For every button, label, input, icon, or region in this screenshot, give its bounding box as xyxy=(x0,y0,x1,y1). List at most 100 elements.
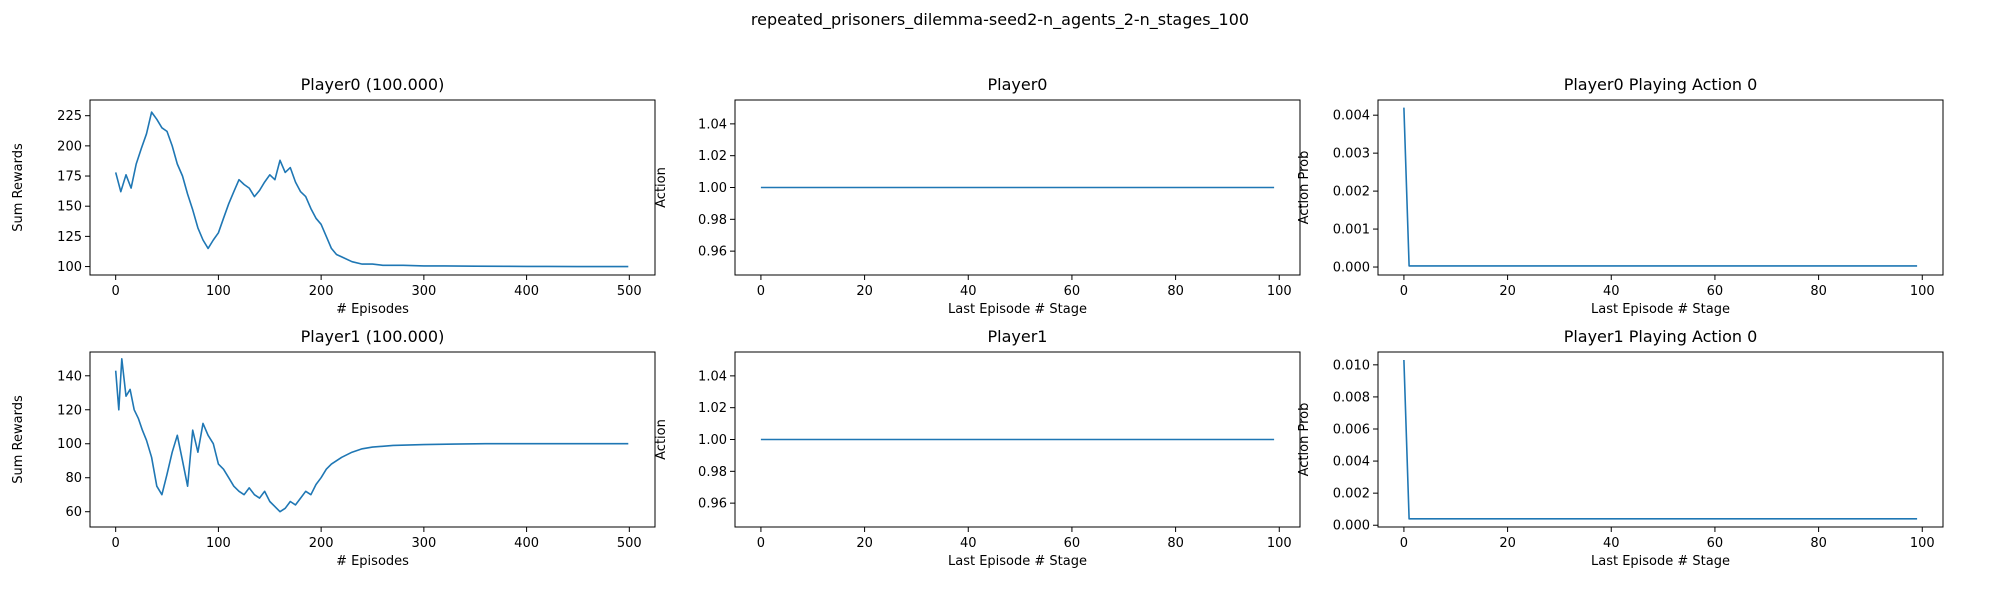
x-tick-label: 400 xyxy=(514,284,539,299)
x-axis-label: Last Episode # Stage xyxy=(1591,302,1730,317)
y-tick-label: 0.002 xyxy=(1333,185,1370,200)
subplot-1: Player0 0 20 40 60 80 100 0.96 0.98 1.00 1.02 1.04 L… xyxy=(654,75,1301,317)
y-tick-label: 120 xyxy=(57,403,82,418)
x-tick-label: 400 xyxy=(514,536,539,551)
x-tick-label: 60 xyxy=(1707,284,1724,299)
y-axis-label: Sum Rewards xyxy=(11,143,26,232)
subplot-title: Player1 Playing Action 0 xyxy=(1564,327,1758,346)
x-tick-label: 80 xyxy=(1810,284,1827,299)
x-axis-label: Last Episode # Stage xyxy=(948,302,1087,317)
x-tick-label: 300 xyxy=(411,284,436,299)
x-tick-label: 0 xyxy=(757,536,765,551)
plot-frame xyxy=(89,99,656,276)
subplot-grid: Player0 (100.000)0 100 200 300 400 5001001251… xyxy=(11,75,1944,569)
y-axis-label: Action xyxy=(654,167,669,208)
x-tick-label: 40 xyxy=(1603,284,1620,299)
subplot-title: Player1 (100.000) xyxy=(301,327,445,346)
y-tick-label: 100 xyxy=(57,260,82,275)
y-tick-label: 0.006 xyxy=(1333,422,1370,437)
x-tick-label: 300 xyxy=(411,536,436,551)
y-tick-label: 100 xyxy=(57,437,82,452)
x-tick-label: 200 xyxy=(309,284,334,299)
series-line-0 xyxy=(114,111,629,268)
x-tick-label: 20 xyxy=(1499,284,1516,299)
x-tick-label: 100 xyxy=(1267,536,1292,551)
y-tick-label: 0.96 xyxy=(698,245,727,260)
x-axis-label: # Episodes xyxy=(336,302,409,317)
x-tick-label: 80 xyxy=(1167,536,1184,551)
x-tick-label: 80 xyxy=(1167,284,1184,299)
y-tick-label: 1.00 xyxy=(698,181,727,196)
subplot-0: Player0 (100.000) 0 100 200 300 400 500 100 125 1… xyxy=(11,75,656,317)
figure-suptitle: repeated_prisoners_dilemma-seed2-n_agent… xyxy=(751,10,1249,30)
plot-frame xyxy=(1377,351,1944,528)
plot-frame xyxy=(1377,99,1944,276)
y-tick-label: 80 xyxy=(65,471,82,486)
y-tick-label: 150 xyxy=(57,200,82,215)
subplot-title: Player0 Playing Action 0 xyxy=(1564,75,1758,94)
y-axis-label: Action Prob xyxy=(1297,151,1312,225)
y-axis-label: Sum Rewards xyxy=(11,395,26,484)
x-tick-label: 100 xyxy=(206,536,231,551)
y-tick-label: 0.003 xyxy=(1333,147,1370,162)
x-tick-label: 100 xyxy=(206,284,231,299)
x-tick-label: 0 xyxy=(112,536,120,551)
y-tick-label: 1.02 xyxy=(698,149,727,164)
y-tick-label: 0.96 xyxy=(698,497,727,512)
series-line-0 xyxy=(114,357,629,513)
x-tick-label: 100 xyxy=(1910,284,1935,299)
y-tick-label: 60 xyxy=(65,505,82,520)
y-tick-label: 200 xyxy=(57,139,82,154)
y-tick-label: 0.98 xyxy=(698,465,727,480)
y-tick-label: 140 xyxy=(57,369,82,384)
y-axis-label: Action Prob xyxy=(1297,403,1312,477)
subplot-title: Player1 xyxy=(988,327,1048,346)
y-tick-label: 225 xyxy=(57,109,82,124)
x-tick-label: 40 xyxy=(960,284,977,299)
x-axis-label: Last Episode # Stage xyxy=(1591,554,1730,569)
y-tick-label: 1.04 xyxy=(698,369,727,384)
y-tick-label: 1.00 xyxy=(698,433,727,448)
x-tick-label: 20 xyxy=(1499,536,1516,551)
x-tick-label: 60 xyxy=(1707,536,1724,551)
series-line-0 xyxy=(1403,359,1918,520)
x-tick-label: 40 xyxy=(960,536,977,551)
x-tick-label: 500 xyxy=(617,536,642,551)
y-tick-label: 125 xyxy=(57,230,82,245)
y-tick-label: 0.000 xyxy=(1333,261,1370,276)
x-tick-label: 200 xyxy=(309,536,334,551)
y-axis-label: Action xyxy=(654,419,669,460)
x-tick-label: 20 xyxy=(856,284,873,299)
series-line-0 xyxy=(1403,107,1918,267)
y-tick-label: 0.010 xyxy=(1333,358,1370,373)
subplot-title: Player0 (100.000) xyxy=(301,75,445,94)
subplot-2: Player0 Playing Action 0 0 20 40 60 80 100 0.00… xyxy=(1297,75,1944,317)
subplot-3: Player1 (100.000) 0 100 200 300 400 500 60 80 100… xyxy=(11,327,656,569)
y-tick-label: 0.004 xyxy=(1333,109,1370,124)
y-tick-label: 1.04 xyxy=(698,117,727,132)
x-tick-label: 60 xyxy=(1064,284,1081,299)
subplot-5: Player1 Playing Action 0 0 20 40 60 80 100 0.00… xyxy=(1297,327,1944,569)
y-tick-label: 0.000 xyxy=(1333,519,1370,534)
subplot-title: Player0 xyxy=(988,75,1048,94)
y-tick-label: 0.008 xyxy=(1333,390,1370,405)
x-tick-label: 0 xyxy=(112,284,120,299)
y-tick-label: 1.02 xyxy=(698,401,727,416)
x-tick-label: 100 xyxy=(1910,536,1935,551)
x-axis-label: Last Episode # Stage xyxy=(948,554,1087,569)
x-axis-label: # Episodes xyxy=(336,554,409,569)
subplot-4: Player1 0 20 40 60 80 100 0.96 0.98 1.00 1.02 1.04 L… xyxy=(654,327,1301,569)
x-tick-label: 0 xyxy=(757,284,765,299)
y-tick-label: 175 xyxy=(57,170,82,185)
y-tick-label: 0.98 xyxy=(698,213,727,228)
x-tick-label: 60 xyxy=(1064,536,1081,551)
x-tick-label: 500 xyxy=(617,284,642,299)
plot-frame xyxy=(89,351,656,528)
x-tick-label: 20 xyxy=(856,536,873,551)
y-tick-label: 0.002 xyxy=(1333,487,1370,502)
x-tick-label: 100 xyxy=(1267,284,1292,299)
x-tick-label: 40 xyxy=(1603,536,1620,551)
x-tick-label: 80 xyxy=(1810,536,1827,551)
x-tick-label: 0 xyxy=(1400,536,1408,551)
